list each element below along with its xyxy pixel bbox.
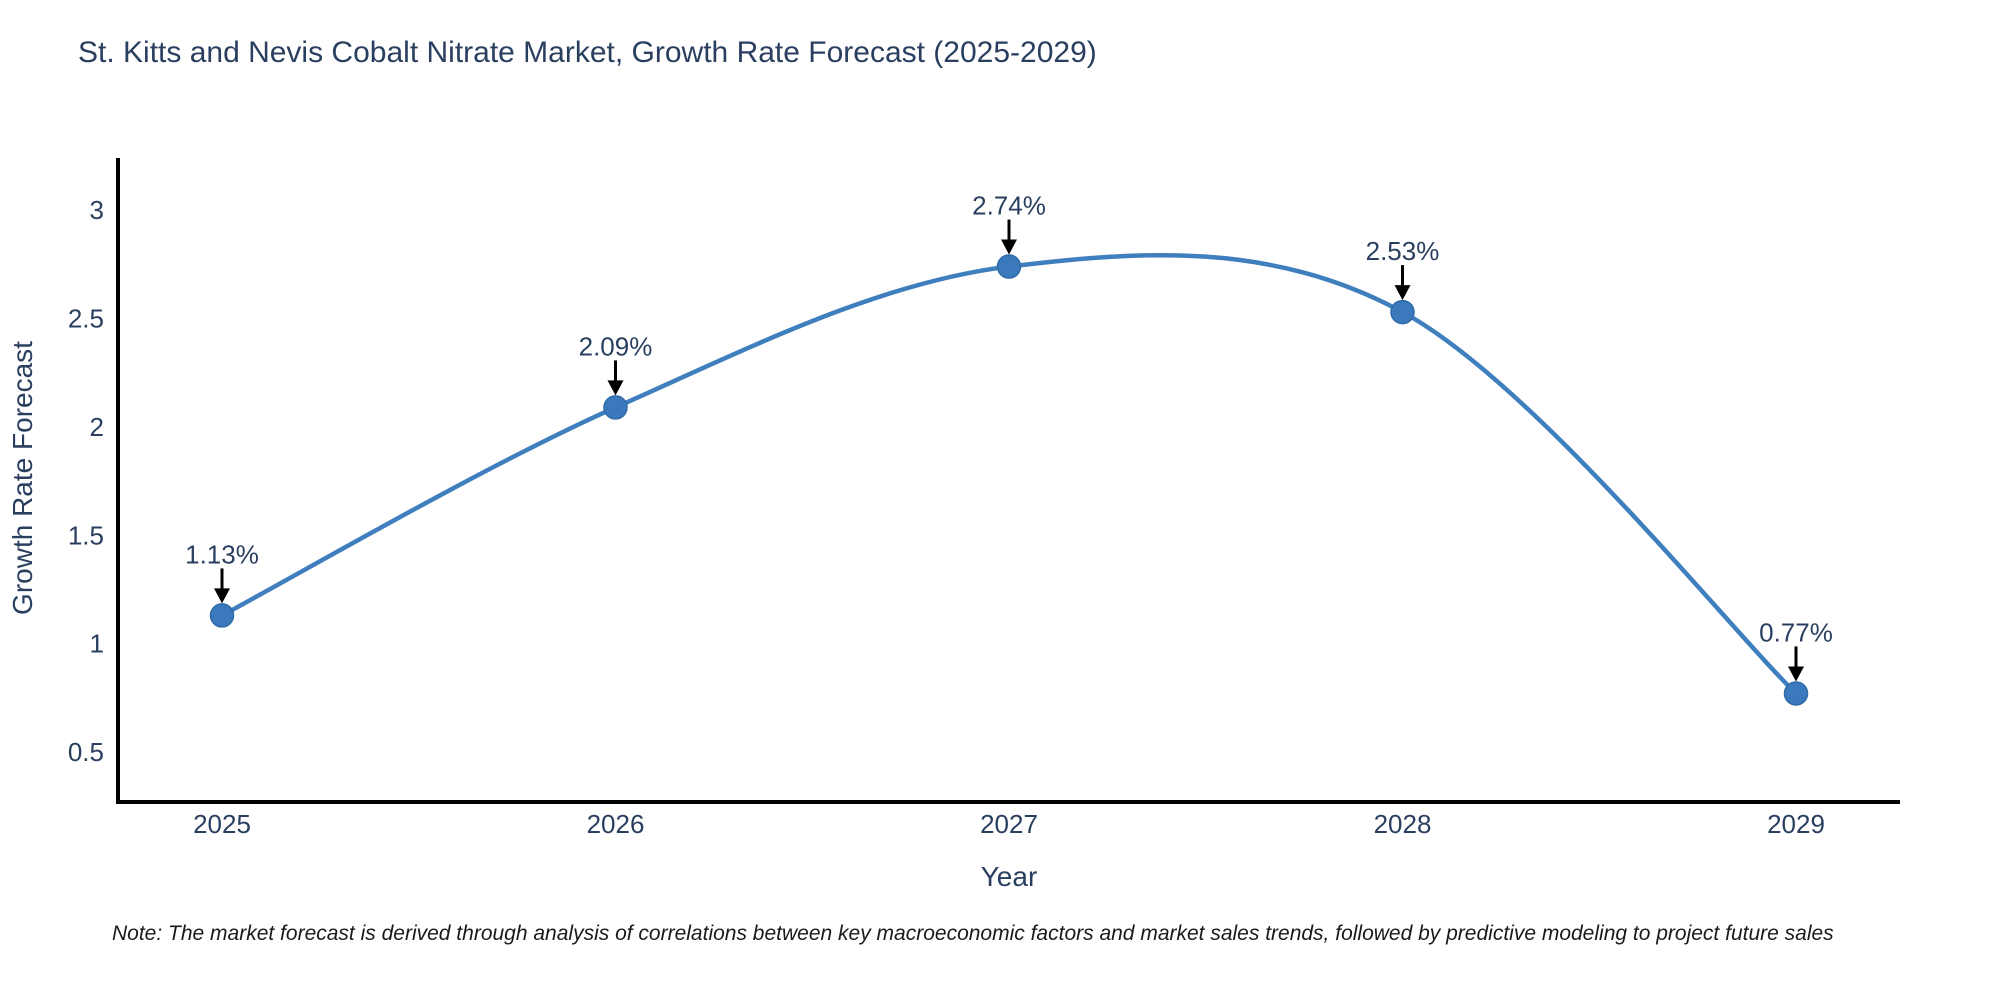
annotation-arrowhead <box>1001 239 1017 255</box>
x-tick-label: 2028 <box>1374 809 1432 839</box>
forecast-line <box>219 252 1799 696</box>
data-point-2026 <box>603 395 628 420</box>
y-tick-label: 2 <box>90 412 104 442</box>
annotation-arrowhead <box>214 588 230 604</box>
tick-label-layer: 0.5 1 1.5 2 2.5 3 2025 2026 2027 2028 2029 <box>68 195 1825 839</box>
annotation-arrowhead <box>1788 666 1804 682</box>
x-tick-label: 2027 <box>980 809 1038 839</box>
line-series-layer <box>219 252 1799 696</box>
x-tick-label: 2029 <box>1767 809 1825 839</box>
y-tick-label: 0.5 <box>68 737 104 767</box>
data-point-2027 <box>996 254 1022 279</box>
y-axis-title: Growth Rate Forecast <box>7 341 38 615</box>
y-tick-label: 2.5 <box>68 304 104 334</box>
data-point-label: 2.74% <box>972 191 1046 221</box>
chart-title: St. Kitts and Nevis Cobalt Nitrate Marke… <box>78 36 1097 69</box>
annotation-arrowhead <box>1394 285 1411 301</box>
annotation-layer: 1.13% 2.09% 2.74% 2.53% 0.77% <box>185 191 1833 682</box>
data-point-2029 <box>1783 681 1809 706</box>
data-point-label: 0.77% <box>1759 617 1833 647</box>
y-tick-label: 3 <box>90 195 104 225</box>
data-point-2025 <box>209 603 235 628</box>
data-point-2028 <box>1390 299 1415 325</box>
marker-layer <box>209 254 1809 706</box>
x-tick-label: 2025 <box>193 809 251 839</box>
y-tick-label: 1.5 <box>68 520 104 550</box>
y-tick-label: 1 <box>90 629 104 659</box>
data-point-label: 1.13% <box>185 539 259 569</box>
annotation-arrowhead <box>607 380 624 396</box>
footnote: Note: The market forecast is derived thr… <box>112 922 1834 945</box>
data-point-label: 2.53% <box>1366 236 1440 266</box>
x-axis-title: Year <box>981 861 1038 892</box>
data-point-label: 2.09% <box>579 331 653 361</box>
x-tick-label: 2026 <box>587 809 645 839</box>
